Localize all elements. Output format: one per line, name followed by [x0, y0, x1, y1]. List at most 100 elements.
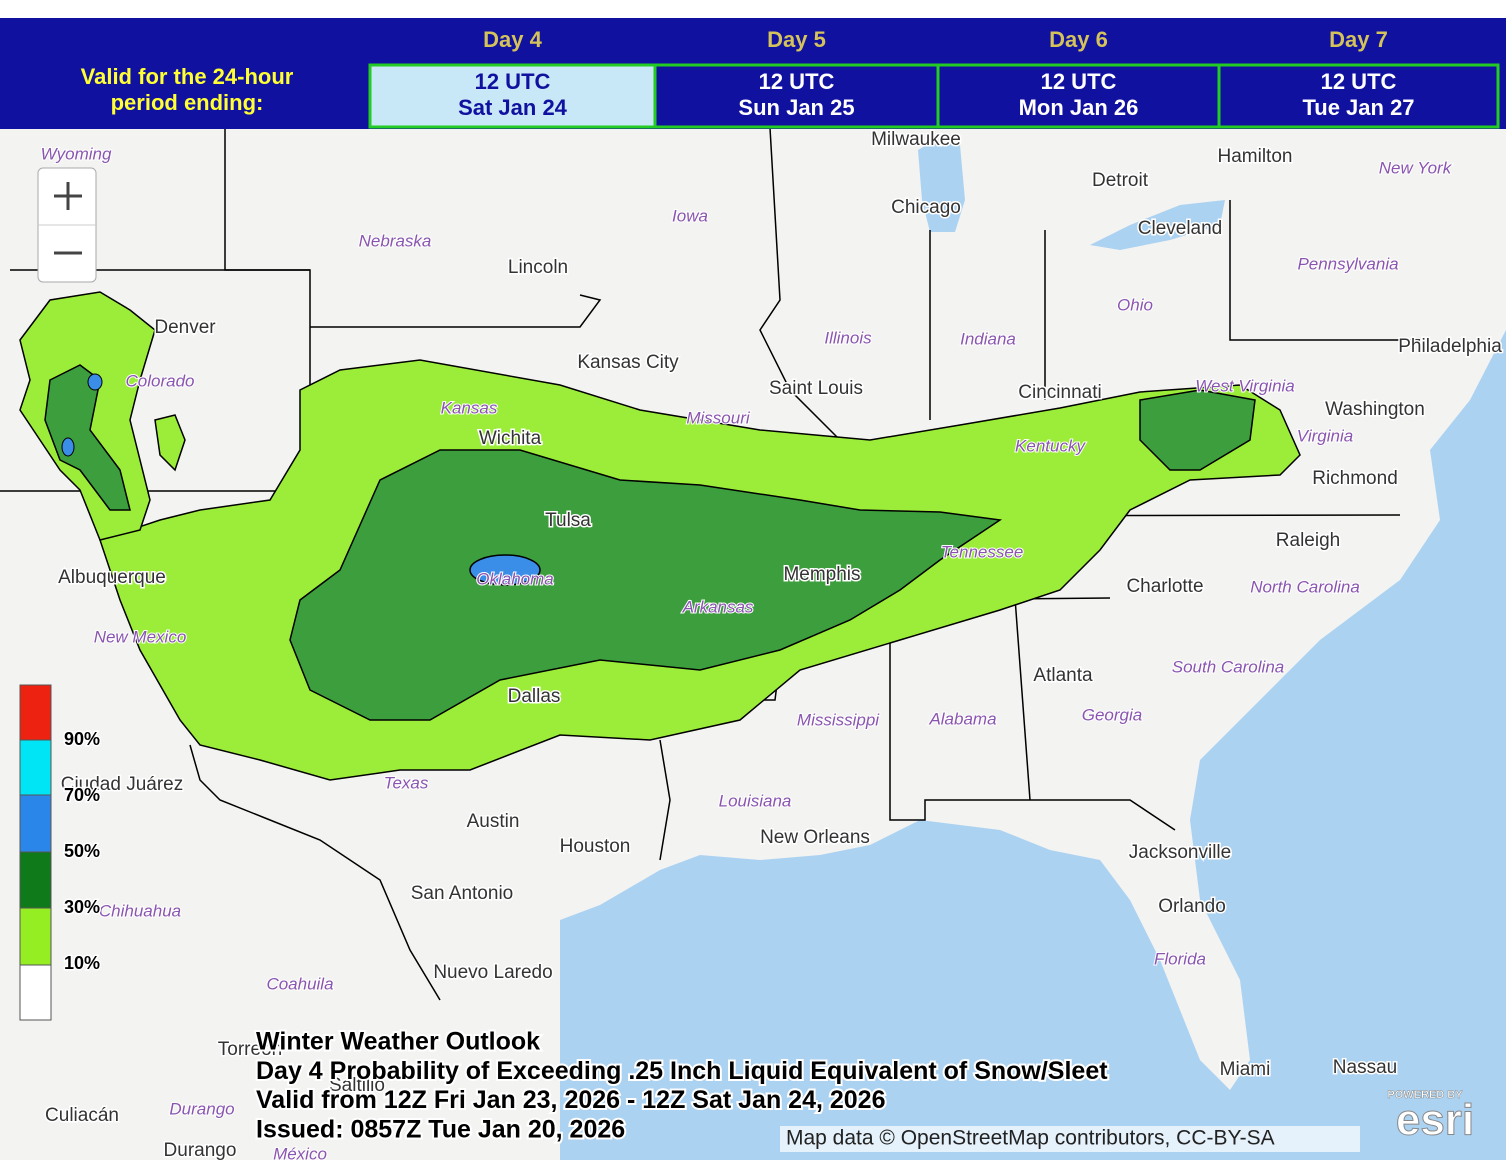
- city-label: Atlanta: [1033, 665, 1093, 686]
- city-label: Orlando: [1158, 896, 1226, 917]
- tab-day[interactable]: Day 4: [483, 27, 542, 52]
- state-label: Georgia: [1082, 705, 1142, 724]
- tab-date[interactable]: Tue Jan 27: [1302, 95, 1414, 120]
- state-label: Indiana: [960, 329, 1016, 348]
- city-label: Torreón: [218, 1039, 282, 1060]
- tab-time[interactable]: 12 UTC: [475, 69, 551, 94]
- logo: esri: [1396, 1096, 1474, 1145]
- city-label: Durango: [164, 1140, 237, 1160]
- tab-day[interactable]: Day 5: [767, 27, 826, 52]
- state-label: Nebraska: [359, 231, 432, 250]
- tab-time[interactable]: 12 UTC: [759, 69, 835, 94]
- water: [560, 330, 1506, 1160]
- title-line: Issued: 0857Z Tue Jan 20, 2026: [256, 1116, 625, 1144]
- tab[interactable]: [1217, 63, 1500, 129]
- city-label: Cincinnati: [1018, 382, 1101, 403]
- state-label: Oklahoma: [476, 569, 553, 588]
- state-label: Tennessee: [941, 542, 1024, 561]
- state-label: Illinois: [824, 328, 872, 347]
- tab[interactable]: [936, 63, 1221, 129]
- state-label: Louisiana: [719, 791, 792, 810]
- title-line: Day 4 Probability of Exceeding .25 Inch …: [256, 1057, 1108, 1085]
- attribution-bg: [780, 1126, 1360, 1152]
- state-label: Colorado: [126, 371, 195, 390]
- city-label: Chicago: [891, 197, 961, 218]
- city-label: Nassau: [1333, 1057, 1397, 1078]
- tab-time[interactable]: 12 UTC: [1041, 69, 1117, 94]
- city-label: Washington: [1325, 399, 1425, 420]
- state-label: West Virginia: [1195, 376, 1295, 395]
- lake: [918, 140, 965, 232]
- logo-small: POWERED BY: [1387, 1089, 1463, 1101]
- state-label: Arkansas: [682, 597, 754, 616]
- state-label: Texas: [384, 773, 429, 792]
- city-label: Richmond: [1312, 468, 1398, 489]
- state-label: Virginia: [1297, 426, 1353, 445]
- legend-label: 90%: [64, 729, 100, 749]
- attribution: Map data © OpenStreetMap contributors, C…: [786, 1127, 1275, 1150]
- city-label: Houston: [560, 836, 631, 857]
- zoom-control[interactable]: [37, 167, 97, 283]
- probability-areas: [19, 291, 1301, 781]
- city-label: Albuquerque: [58, 567, 166, 588]
- city-label: Raleigh: [1276, 530, 1340, 551]
- tab[interactable]: [653, 63, 940, 129]
- state-label: Pennsylvania: [1297, 254, 1398, 273]
- city-label: Kansas City: [577, 352, 679, 373]
- city-label: Milwaukee: [871, 129, 961, 150]
- tab-day[interactable]: Day 6: [1049, 27, 1108, 52]
- city-label: Philadelphia: [1398, 336, 1502, 357]
- legend-label: 70%: [64, 785, 100, 805]
- state-label: Wyoming: [41, 144, 112, 163]
- tab-day[interactable]: Day 7: [1329, 27, 1388, 52]
- title-line: Valid from 12Z Fri Jan 23, 2026 - 12Z Sa…: [256, 1086, 886, 1114]
- state-label: Durango: [169, 1099, 234, 1118]
- state-label: South Carolina: [1172, 657, 1284, 676]
- lake: [1090, 200, 1225, 250]
- state-label: Iowa: [672, 206, 708, 225]
- tab-date[interactable]: Mon Jan 26: [1019, 95, 1139, 120]
- state-label: North Carolina: [1250, 577, 1360, 596]
- state-label: Coahuila: [266, 974, 333, 993]
- city-label: Lincoln: [508, 257, 568, 278]
- legend-label: 30%: [64, 897, 100, 917]
- valid-label: Valid for the 24-hour: [81, 64, 294, 89]
- tab-date[interactable]: Sun Jan 25: [738, 95, 854, 120]
- city-label: Memphis: [783, 564, 860, 585]
- state-label: Alabama: [928, 709, 996, 728]
- city-label: Culiacán: [45, 1105, 119, 1126]
- state-label: México: [273, 1144, 327, 1160]
- city-label: Charlotte: [1126, 576, 1203, 597]
- state-label: Mississippi: [797, 710, 880, 729]
- city-label: Wichita: [479, 428, 542, 449]
- city-label: Ciudad Juárez: [61, 774, 184, 795]
- city-label: Denver: [154, 317, 216, 338]
- city-label: Tulsa: [545, 510, 591, 531]
- state-label: Florida: [1154, 949, 1206, 968]
- state-label: New Mexico: [94, 627, 187, 646]
- city-label: Saint Louis: [769, 378, 863, 399]
- city-label: Saltillo: [329, 1075, 385, 1096]
- title-line: Winter Weather Outlook: [256, 1028, 540, 1056]
- city-label: Cleveland: [1138, 218, 1223, 239]
- city-label: Jacksonville: [1129, 842, 1231, 863]
- tab-time[interactable]: 12 UTC: [1321, 69, 1397, 94]
- city-label: Miami: [1220, 1059, 1271, 1080]
- city-label: Hamilton: [1218, 146, 1293, 167]
- state-label: Ohio: [1117, 295, 1153, 314]
- state-label: Kentucky: [1015, 436, 1086, 455]
- city-label: Nuevo Laredo: [433, 962, 552, 983]
- state-label: New York: [1379, 158, 1453, 177]
- state-label: Missouri: [686, 408, 751, 427]
- state-label: Chihuahua: [99, 901, 181, 920]
- tab-date[interactable]: Sat Jan 24: [458, 95, 568, 120]
- city-label: San Antonio: [411, 883, 513, 904]
- valid-label: period ending:: [111, 90, 264, 115]
- city-label: Austin: [467, 811, 520, 832]
- legend: [19, 684, 52, 1021]
- city-label: Detroit: [1092, 170, 1149, 191]
- zoom-in[interactable]: [54, 182, 82, 210]
- city-label: New Orleans: [760, 827, 870, 848]
